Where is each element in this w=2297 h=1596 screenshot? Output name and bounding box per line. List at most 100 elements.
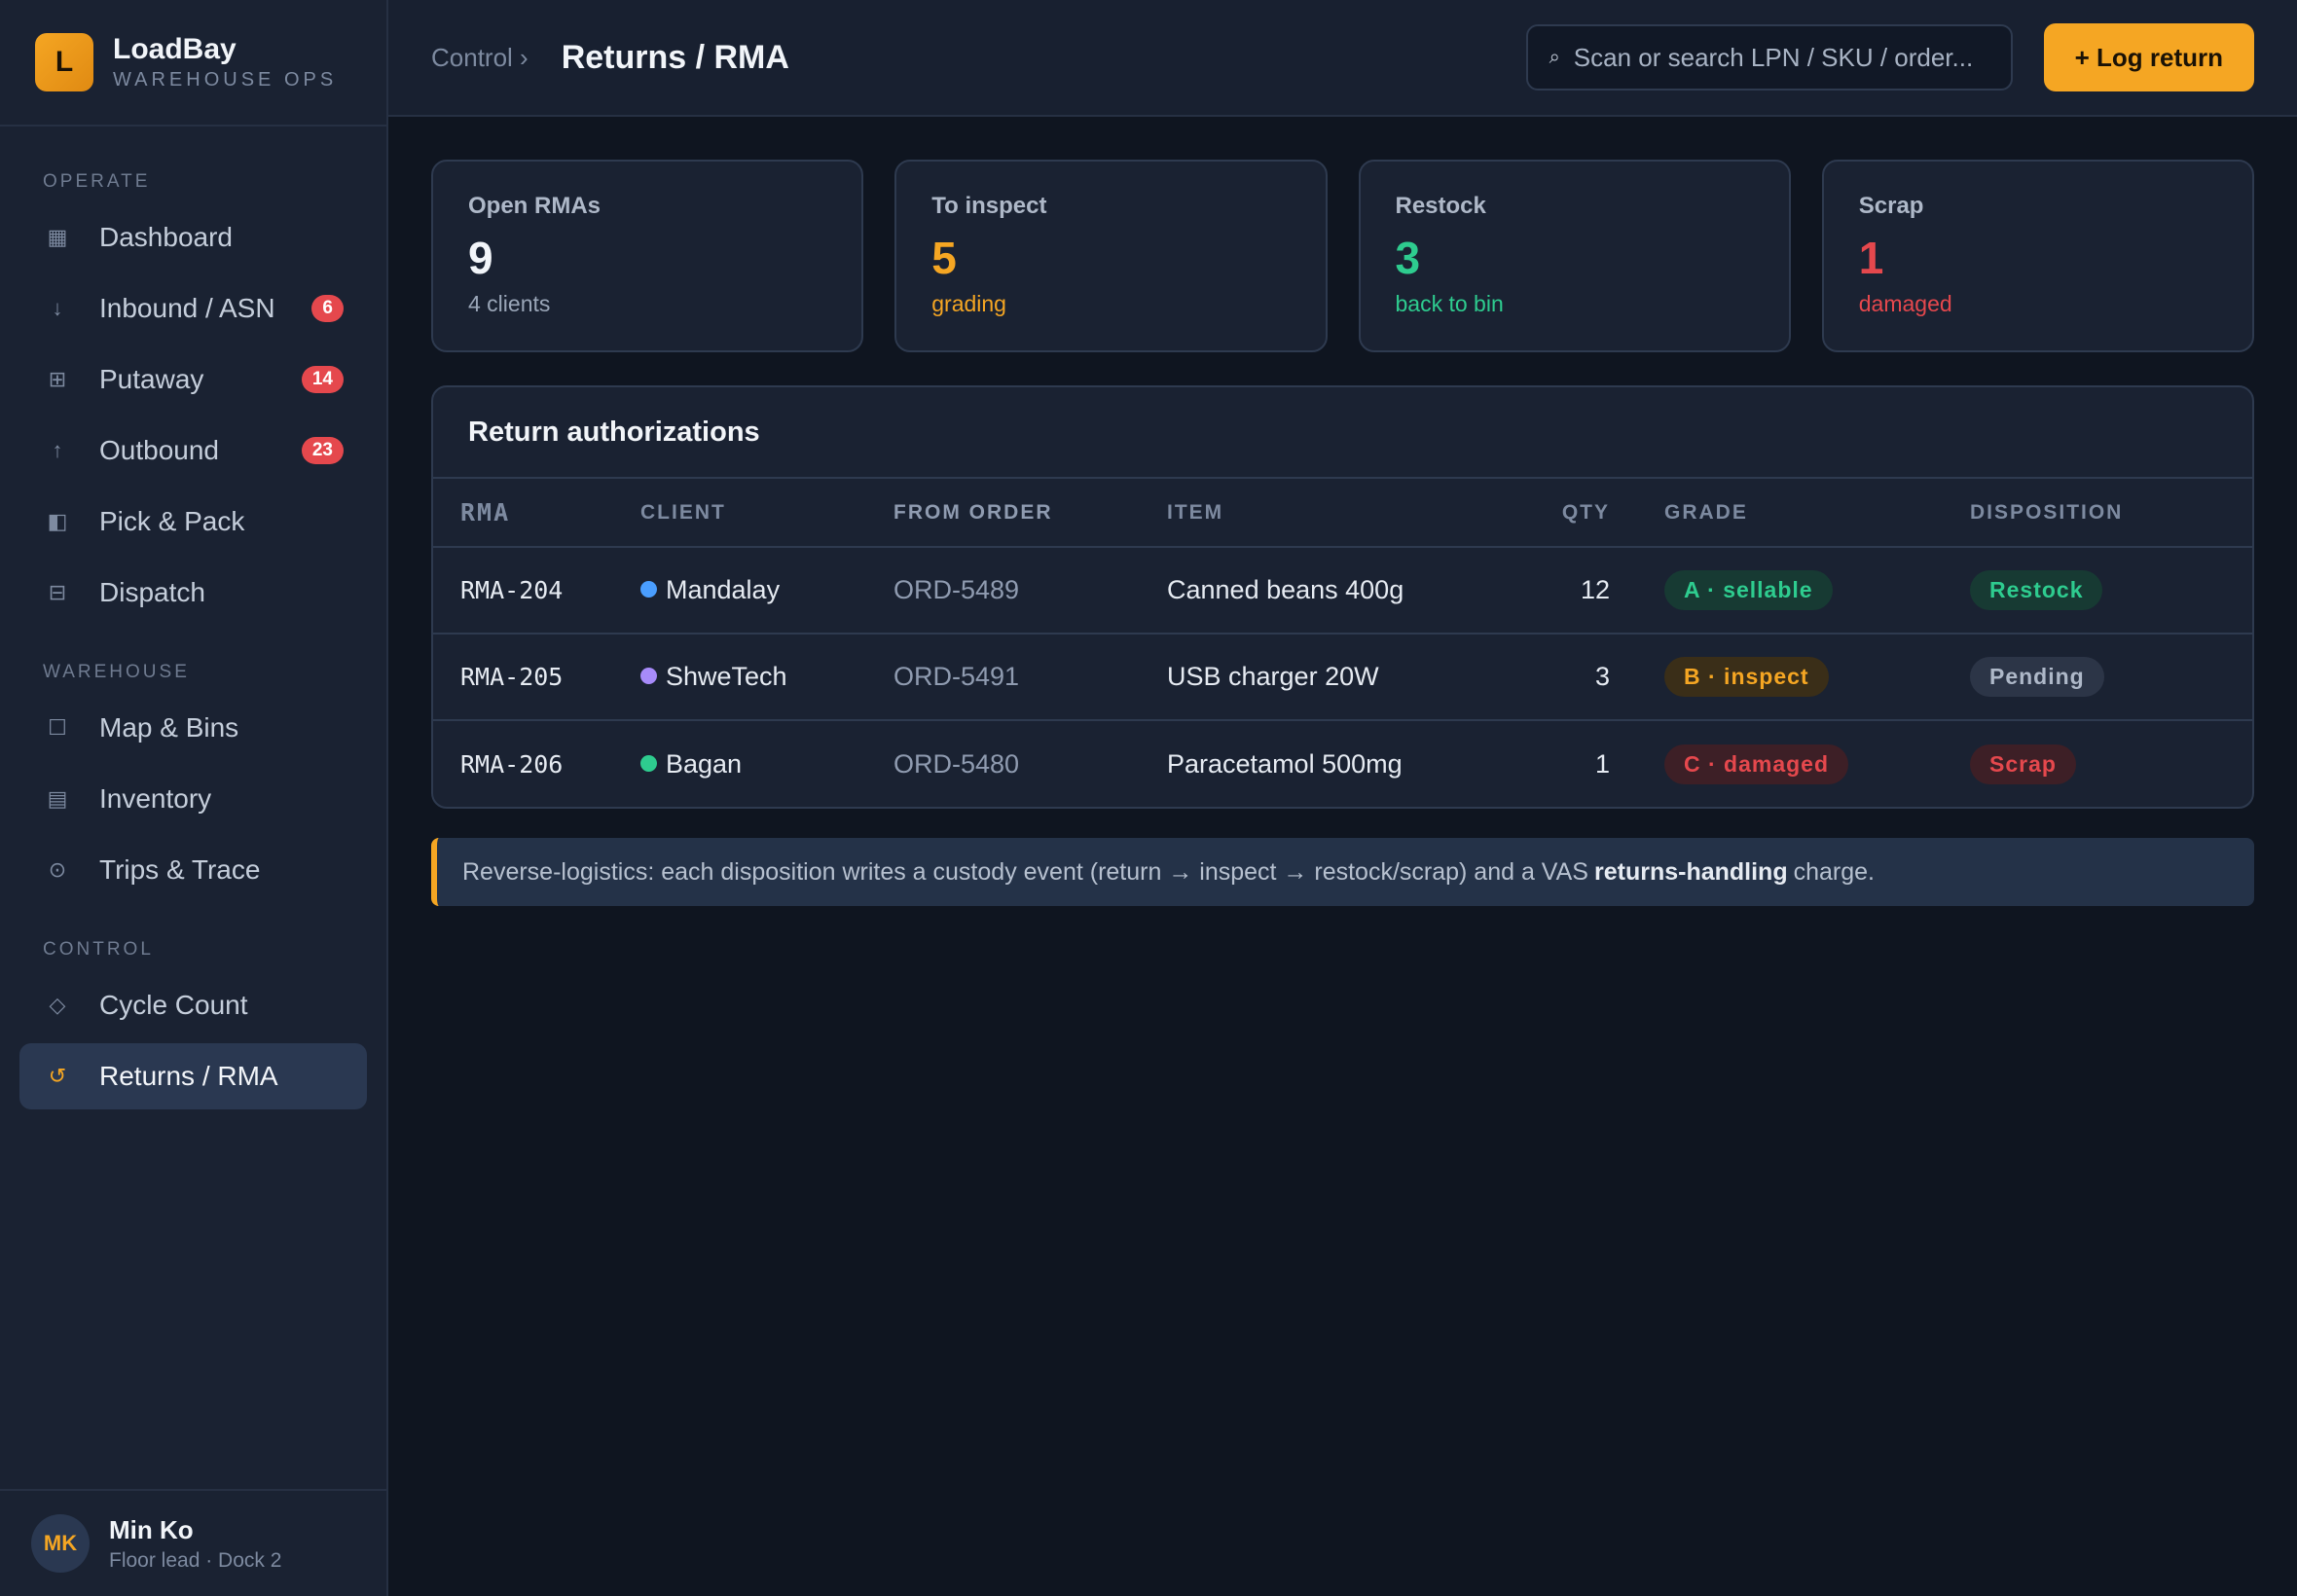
column-header-grade[interactable]: GRADE xyxy=(1610,479,1970,548)
rma-table: RMA CLIENT FROM ORDER ITEM QTY GRADE DIS… xyxy=(433,479,2252,807)
stat-sub: damaged xyxy=(1858,290,1952,316)
dashboard-icon: ▦ xyxy=(47,225,68,249)
column-header-from-order[interactable]: FROM ORDER xyxy=(893,479,1167,548)
sidebar-item-label: Cycle Count xyxy=(99,990,248,1020)
stat-label: Restock xyxy=(1395,193,1486,219)
count-badge: 14 xyxy=(301,365,344,394)
sidebar-item-label: Dispatch xyxy=(99,577,205,607)
grade-badge: C · damaged xyxy=(1664,744,1849,784)
grade-badge: A · sellable xyxy=(1664,570,1833,610)
count-badge: 23 xyxy=(301,436,344,465)
note-bold: returns-handling xyxy=(1593,857,1788,886)
stat-card-scrap: Scrap 1 damaged xyxy=(1821,160,2254,352)
grade-badge: B · inspect xyxy=(1664,657,1829,697)
arrow-down-icon: ↓ xyxy=(52,296,63,320)
column-header-qty[interactable]: QTY xyxy=(1517,479,1610,548)
cell-rma: RMA-204 xyxy=(433,547,640,635)
breadcrumb[interactable]: Control › xyxy=(431,42,529,72)
cell-grade: C · damaged xyxy=(1610,720,1970,807)
sidebar-item-label: Dashboard xyxy=(99,222,233,252)
stat-sub: 4 clients xyxy=(468,290,551,316)
cell-client: Bagan xyxy=(640,720,893,807)
cell-client: ShweTech xyxy=(640,634,893,721)
target-icon: ⊙ xyxy=(48,857,67,882)
stat-value: 9 xyxy=(468,233,493,283)
log-return-button[interactable]: + Log return xyxy=(2043,23,2254,91)
stat-value: 3 xyxy=(1395,233,1421,283)
nav-section-operate: OPERATE xyxy=(43,171,151,192)
client-dot xyxy=(640,754,657,772)
avatar: MK xyxy=(31,1514,90,1573)
stat-sub: grading xyxy=(931,290,1006,316)
cell-disposition: Restock xyxy=(1970,547,2252,635)
disposition-badge: Scrap xyxy=(1970,744,2076,784)
cell-grade: B · inspect xyxy=(1610,634,1970,721)
column-header-item[interactable]: ITEM xyxy=(1167,479,1517,548)
stat-card-restock: Restock 3 back to bin xyxy=(1358,160,1791,352)
sidebar-item-label: Outbound xyxy=(99,435,219,465)
stat-sub: back to bin xyxy=(1395,290,1504,316)
sidebar-nav: OPERATE ▦ Dashboard ↓ Inbound / ASN 6 ⊞ … xyxy=(0,127,386,1489)
table-row[interactable]: RMA-205 ShweTech ORD-5491 USB charger 20… xyxy=(433,634,2252,721)
sidebar-item-dashboard[interactable]: ▦ Dashboard xyxy=(19,204,367,271)
column-header-disposition[interactable]: DISPOSITION xyxy=(1970,479,2252,548)
disposition-badge: Restock xyxy=(1970,570,2103,610)
content: Open RMAs 9 4 clients To inspect 5 gradi… xyxy=(388,117,2297,906)
user-role: Floor lead · Dock 2 xyxy=(109,1548,282,1572)
sidebar-item-map-bins[interactable]: ☐ Map & Bins xyxy=(19,695,367,761)
sidebar-item-label: Returns / RMA xyxy=(99,1061,278,1091)
cell-qty: 1 xyxy=(1594,748,1610,779)
box-icon: ◧ xyxy=(47,509,68,533)
brand-logo: L xyxy=(35,33,93,91)
sidebar-item-label: Inbound / ASN xyxy=(99,293,275,323)
sidebar-item-putaway[interactable]: ⊞ Putaway 14 xyxy=(19,346,367,413)
cell-qty: 3 xyxy=(1517,634,1610,721)
client-dot xyxy=(640,581,657,598)
client-name: Bagan xyxy=(666,748,743,779)
sidebar-item-trips-trace[interactable]: ⊙ Trips & Trace xyxy=(19,837,367,903)
column-header-rma[interactable]: RMA xyxy=(433,479,640,548)
user-profile[interactable]: MK Min Ko Floor lead · Dock 2 xyxy=(0,1489,386,1596)
sidebar-item-returns-rma[interactable]: ↺ Returns / RMA xyxy=(19,1043,367,1109)
arrow-up-icon: ↑ xyxy=(52,438,63,462)
table-row[interactable]: RMA-206 Bagan ORD-5480 Paracetamol 500mg… xyxy=(433,720,2252,807)
sidebar-item-inventory[interactable]: ▤ Inventory xyxy=(19,766,367,832)
search-input[interactable] xyxy=(1573,42,1989,73)
sidebar-item-outbound[interactable]: ↑ Outbound 23 xyxy=(19,417,367,484)
return-icon: ↺ xyxy=(48,1064,67,1088)
sidebar-item-inbound[interactable]: ↓ Inbound / ASN 6 xyxy=(19,275,367,342)
stat-card-to-inspect: To inspect 5 grading xyxy=(894,160,1328,352)
cell-disposition: Pending xyxy=(1970,634,2252,721)
client-dot xyxy=(640,668,657,684)
stats-row: Open RMAs 9 4 clients To inspect 5 gradi… xyxy=(431,160,2254,352)
main-area: Control › Returns / RMA ⌕ + Log return O… xyxy=(388,0,2297,1596)
sidebar-item-label: Map & Bins xyxy=(99,712,239,743)
search-box[interactable]: ⌕ xyxy=(1525,24,2013,91)
count-badge: 6 xyxy=(311,294,344,323)
stat-card-open-rmas: Open RMAs 9 4 clients xyxy=(431,160,864,352)
stat-label: To inspect xyxy=(931,193,1047,219)
sidebar-item-pick-pack[interactable]: ◧ Pick & Pack xyxy=(19,489,367,555)
cell-order: ORD-5480 xyxy=(893,748,1020,779)
note-text-end: charge. xyxy=(1793,857,1875,886)
cell-grade: A · sellable xyxy=(1610,547,1970,635)
brand-subtitle: WAREHOUSE OPS xyxy=(113,69,338,91)
sidebar-item-label: Inventory xyxy=(99,783,212,814)
table-row[interactable]: RMA-204 Mandalay ORD-5489 Canned beans 4… xyxy=(433,547,2252,635)
page-title: Returns / RMA xyxy=(561,38,789,76)
cell-qty: 12 xyxy=(1517,547,1610,635)
sidebar-item-label: Trips & Trace xyxy=(99,854,261,885)
cell-rma: RMA-206 xyxy=(460,749,564,779)
sidebar-item-label: Pick & Pack xyxy=(99,506,245,536)
cell-item: USB charger 20W xyxy=(1167,634,1517,721)
column-header-client[interactable]: CLIENT xyxy=(640,479,893,548)
topbar: Control › Returns / RMA ⌕ + Log return xyxy=(388,0,2297,117)
sidebar-item-cycle-count[interactable]: ◇ Cycle Count xyxy=(19,972,367,1038)
sidebar-item-dispatch[interactable]: ⊟ Dispatch xyxy=(19,560,367,626)
map-icon: ☐ xyxy=(48,715,67,740)
cell-client: Mandalay xyxy=(640,547,893,635)
table-header-row: RMA CLIENT FROM ORDER ITEM QTY GRADE DIS… xyxy=(433,479,2252,548)
truck-icon: ⊟ xyxy=(48,580,67,604)
client-name: Mandalay xyxy=(666,575,781,604)
